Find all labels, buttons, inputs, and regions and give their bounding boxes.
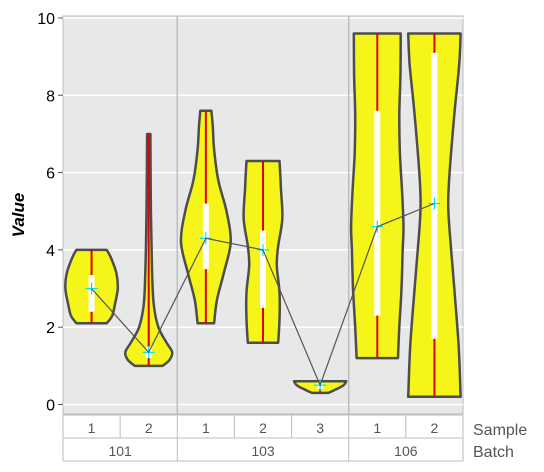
violin-103-2: [242, 159, 284, 344]
sample-label-103-3: 3: [316, 420, 324, 436]
y-tick-label-0: 0: [46, 398, 55, 415]
batch-row-label: Batch: [473, 444, 514, 461]
violin-106-2: [406, 32, 462, 399]
mean-connector-line: [91, 202, 435, 387]
violin-101-2: [123, 132, 174, 368]
y-tick-label-8: 8: [46, 88, 55, 105]
violin-iqr-box: [431, 52, 438, 339]
sample-label-106-2: 2: [431, 420, 439, 436]
y-tick-label-2: 2: [46, 320, 55, 337]
y-tick-label-6: 6: [46, 166, 55, 183]
batch-separators: [176, 16, 350, 414]
violin-103-1: [179, 109, 232, 325]
sample-label-103-1: 1: [202, 420, 210, 436]
y-tick-label-4: 4: [46, 243, 55, 260]
batch-label-106: 106: [394, 443, 418, 459]
sample-label-101-1: 1: [88, 420, 96, 436]
mean-connector: [91, 202, 435, 387]
sample-label-106-1: 1: [373, 420, 381, 436]
category-table: 1 2 101 1 2 3 103 1 2 106: [62, 414, 464, 462]
violin-iqr-box: [374, 110, 381, 316]
y-axis: 0 2 4 6 8 10: [37, 11, 63, 415]
batch-label-103: 103: [251, 443, 275, 459]
violin-106-1: [349, 32, 405, 360]
y-axis-label: Value: [9, 193, 28, 238]
violins: [64, 32, 462, 399]
batch-label-101: 101: [108, 443, 132, 459]
violin-iqr-box: [260, 230, 266, 308]
sample-label-103-2: 2: [259, 420, 267, 436]
y-tick-label-10: 10: [37, 11, 55, 28]
sample-row-label: Sample: [473, 422, 527, 439]
violin-101-1: [64, 248, 120, 325]
sample-label-101-2: 2: [145, 420, 153, 436]
